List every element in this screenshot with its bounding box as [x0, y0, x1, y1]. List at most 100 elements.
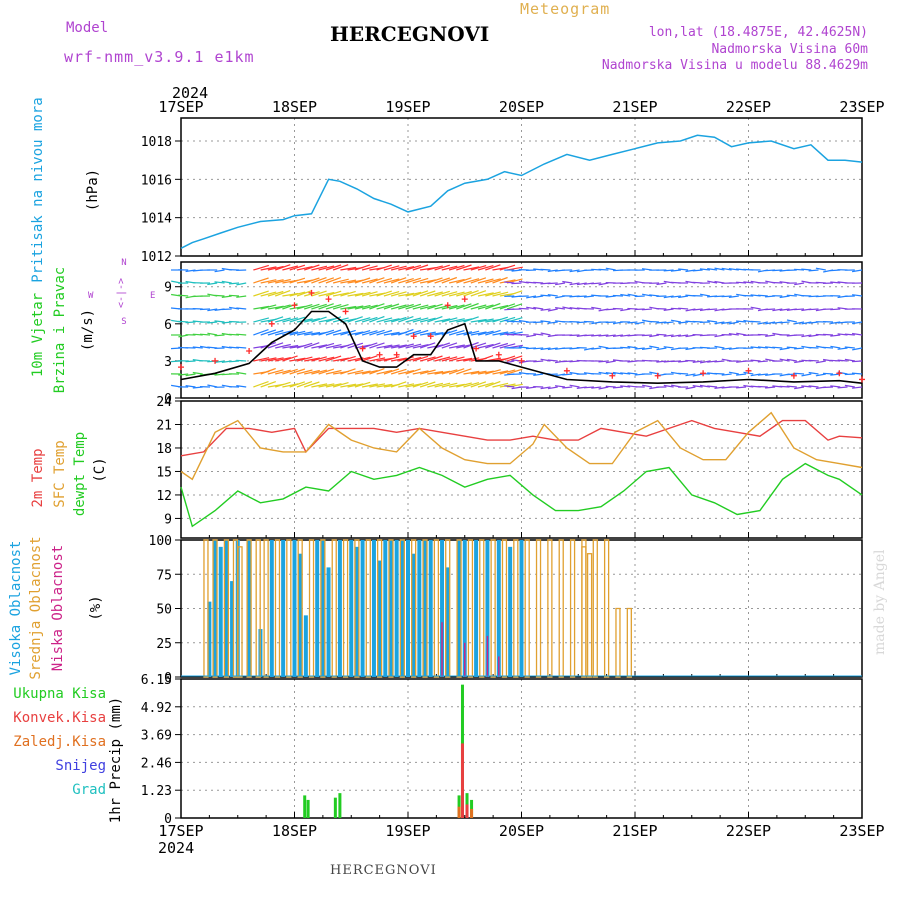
model-label: Model [66, 20, 109, 36]
gust-marker [654, 372, 661, 379]
wind-arrow [757, 333, 768, 336]
wind-arrow [547, 386, 558, 390]
wind-arrow [274, 290, 291, 297]
wind-arrow [376, 317, 393, 323]
wind-arrow [325, 369, 342, 375]
wind-arrow [786, 358, 797, 362]
wind-arrow [318, 265, 335, 271]
wind-arrow [361, 383, 378, 388]
wind-arrow [591, 386, 602, 389]
wind-arrow [844, 373, 855, 376]
gust-marker [495, 351, 502, 358]
wind-arrow [678, 372, 689, 375]
cloud-high-bar [428, 540, 433, 677]
compass-n: N [121, 258, 126, 268]
cloud-high-bar [411, 553, 416, 677]
wind-arrow [808, 371, 819, 375]
wind-arrow [325, 277, 342, 284]
wind-arrow [221, 295, 232, 298]
wind-arrow [275, 304, 291, 310]
wind-arrow [304, 264, 320, 271]
wind-arrow [376, 369, 393, 375]
x-tick-label-top: 17SEP [158, 98, 203, 116]
wind-arrow [583, 320, 594, 323]
wind-arrow [576, 295, 587, 298]
wind-arrow [178, 294, 189, 297]
wind-arrow [236, 295, 247, 298]
y-tick-label: 75 [156, 568, 172, 583]
wind-arrow [757, 321, 768, 325]
wind-arrow [692, 385, 703, 388]
wind-arrow [253, 264, 269, 271]
wind-arrow [311, 265, 328, 271]
wind-arrow [441, 276, 458, 284]
cloud-high-bar [354, 546, 359, 677]
wind-arrow [794, 386, 805, 390]
wind-speed-line [180, 310, 863, 385]
cloud-low-bar [441, 622, 443, 677]
wind-arrow [540, 268, 551, 271]
wind-arrow [282, 317, 299, 323]
wind-arrow [441, 342, 458, 349]
cloud-high-bar [496, 540, 501, 677]
wind-arrow [757, 373, 768, 376]
wind-arrow [591, 347, 602, 350]
wind-arrow [485, 302, 501, 310]
wind-arrow [398, 292, 415, 297]
y-tick-label: 15 [156, 465, 172, 480]
wind-arrow [470, 318, 487, 323]
wind-arrow [463, 330, 480, 336]
wind-arrow [808, 385, 819, 388]
wind-arrow [332, 382, 349, 388]
wind-arrow [304, 342, 320, 349]
wind-arrow [844, 346, 855, 349]
wind-arrow [260, 329, 277, 336]
wind-arrow [383, 278, 400, 284]
x-tick-label-top: 19SEP [385, 98, 430, 116]
wind-arrow [663, 269, 674, 272]
cloud-mid-bar [524, 539, 530, 678]
wind-arrow [463, 357, 480, 362]
wind-arrow [221, 308, 232, 311]
footer-title: HERCEGNOVI [330, 863, 437, 878]
wind-arrow [499, 303, 516, 310]
wind-arrow [554, 385, 566, 388]
wind-arrow [779, 385, 790, 388]
wind-arrow [492, 316, 508, 323]
wind-arrow [620, 293, 631, 297]
cloud-axis-title-2: Srednja Oblacnost [28, 536, 44, 679]
wind-axis-title-1: 10m Vjetar [30, 293, 46, 377]
cloud-high-bar [508, 546, 513, 677]
wind-arrow [361, 278, 378, 284]
cloud-mid-bar [479, 539, 485, 678]
temp-2m-line [180, 419, 863, 457]
wind-arrow [398, 278, 414, 284]
wind-arrow [707, 385, 718, 388]
wind-arrow [369, 357, 386, 362]
wind-arrow [670, 319, 682, 323]
wind-arrow [207, 308, 218, 312]
wind-arrow [685, 386, 696, 390]
meteogram-label: Meteogram [520, 0, 611, 18]
wind-arrow [699, 293, 711, 297]
wind-arrow [591, 282, 602, 285]
wind-arrow [427, 355, 443, 362]
wind-arrow [390, 316, 407, 323]
year-bottom: 2024 [158, 839, 195, 857]
gust-marker [745, 367, 752, 374]
wind-arrow [743, 281, 754, 284]
wind-arrow [456, 290, 472, 297]
wind-arrow [228, 282, 240, 285]
wind-arrow [398, 343, 414, 349]
wind-arrow [533, 373, 544, 376]
cloud-mid-bar [246, 539, 252, 678]
wind-arrow [361, 330, 378, 336]
wind-arrow [477, 370, 494, 375]
cloud-high-bar [326, 567, 331, 677]
wind-arrow [649, 320, 660, 323]
wind-arrow [656, 347, 667, 351]
wind-arrow [289, 330, 306, 336]
wind-arrow [427, 382, 444, 388]
wind-arrow [470, 277, 487, 284]
cloud-mid-bar [626, 607, 632, 678]
